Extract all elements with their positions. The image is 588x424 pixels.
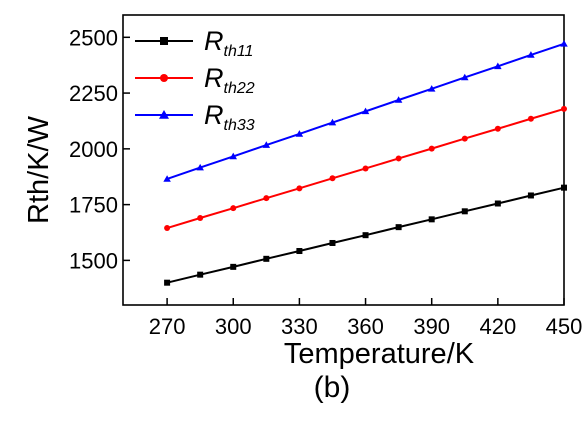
data-point — [230, 205, 237, 212]
y-tick-label: 1500 — [69, 248, 118, 273]
y-tick-label: 2250 — [69, 81, 118, 106]
legend-label: Rth11 — [204, 26, 253, 60]
x-tick-label: 450 — [546, 314, 583, 339]
data-point — [164, 279, 171, 286]
series-r-th33 — [163, 40, 568, 182]
data-point — [263, 195, 270, 202]
data-point — [560, 40, 568, 47]
legend-item: Rth22 — [135, 63, 255, 97]
data-point — [196, 163, 204, 171]
data-point — [428, 145, 435, 152]
data-point — [561, 105, 567, 112]
data-point — [527, 192, 534, 199]
legend-label: Rth33 — [204, 100, 255, 134]
data-point — [328, 118, 337, 126]
data-point — [461, 135, 468, 142]
data-point — [329, 175, 336, 182]
ticks-layer: 270 300 330 360 390 420 450 1500 1750 2000 2250 250… — [69, 25, 582, 339]
plot-frame — [122, 14, 565, 306]
data-point — [163, 175, 171, 182]
data-point — [395, 224, 402, 231]
data-point — [230, 263, 237, 270]
x-tick-label: 360 — [347, 314, 384, 339]
series-r-th11 — [164, 184, 567, 286]
figure-caption: (b) — [314, 371, 351, 404]
x-tick-label: 330 — [281, 314, 318, 339]
data-point — [494, 62, 502, 70]
legend-label: Rth22 — [204, 63, 255, 97]
x-tick-label: 390 — [413, 314, 450, 339]
data-point — [394, 96, 403, 103]
data-point — [197, 271, 204, 278]
data-point — [461, 73, 469, 81]
data-point — [295, 130, 304, 137]
series-layer — [163, 40, 568, 286]
legend-marker — [160, 37, 168, 45]
data-point — [494, 125, 501, 132]
data-point — [262, 141, 271, 148]
data-point — [461, 208, 468, 215]
data-point — [361, 107, 370, 115]
plot-area — [122, 14, 565, 306]
data-point — [362, 232, 369, 239]
data-point — [395, 155, 402, 162]
x-tick-label: 420 — [479, 314, 516, 339]
data-point — [164, 225, 171, 232]
legend-item: Rth11 — [135, 26, 253, 60]
data-point — [527, 51, 535, 58]
data-point — [296, 248, 303, 255]
series-r-th22 — [164, 105, 567, 232]
data-point — [527, 115, 534, 122]
y-tick-label: 1750 — [69, 193, 118, 218]
x-tick-label: 270 — [149, 314, 186, 339]
data-point — [494, 200, 501, 207]
data-point — [561, 184, 567, 191]
data-point — [229, 152, 237, 160]
data-point — [197, 215, 204, 221]
legend-marker — [160, 74, 168, 82]
data-point — [427, 85, 436, 92]
data-point — [263, 255, 270, 262]
x-tick-label: 300 — [215, 314, 252, 339]
y-tick-label: 2000 — [69, 137, 118, 162]
y-tick-label: 2500 — [69, 25, 118, 50]
data-point — [362, 165, 369, 172]
legend-item: Rth33 — [135, 100, 255, 134]
data-point — [329, 239, 336, 246]
legend-marker — [159, 110, 169, 119]
data-point — [428, 216, 435, 223]
y-axis-label: Rth/K/W — [23, 115, 55, 224]
data-point — [296, 185, 303, 192]
x-axis-label: Temperature/K — [284, 338, 475, 370]
